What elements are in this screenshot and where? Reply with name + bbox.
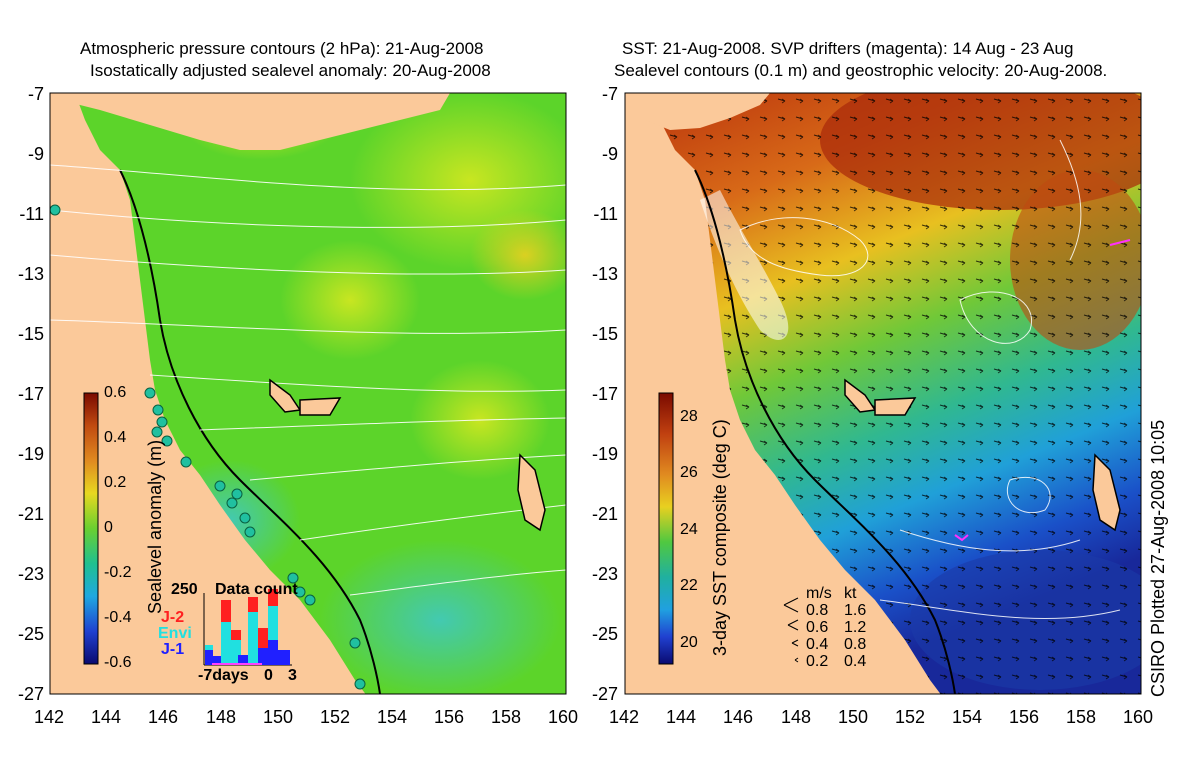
left-png-land: [50, 93, 450, 150]
data-count-chart: [203, 589, 292, 666]
right-colorbar: [658, 392, 674, 665]
right-colorbar-label: 3-day SST composite (deg C): [710, 419, 730, 656]
right-map: [625, 93, 1141, 694]
legend-j2: J-2: [161, 609, 185, 626]
left-title-line2: Isostatically adjusted sealevel anomaly:…: [90, 61, 491, 80]
right-png-land: [625, 93, 770, 130]
data-count-xtick-3: 3: [288, 667, 297, 684]
left-colorbar: [83, 392, 99, 665]
data-count-ymax: 250: [171, 581, 198, 598]
plot-credit: CSIRO Plotted 27-Aug-2008 10:05: [1148, 419, 1168, 697]
velocity-legend-arrows: [783, 597, 799, 663]
left-map: [50, 93, 566, 694]
left-australia-land: [50, 93, 366, 694]
velocity-legend: m/s kt 0.8 1.6 0.6 1.2 0.4 0.8 0.2 0.4: [806, 585, 867, 670]
left-colorbar-ticks: 0.6 0.4 0.2 0 -0.2 -0.4 -0.6: [104, 384, 132, 671]
right-australia-land: [625, 93, 941, 694]
legend-envi: Envi: [158, 625, 192, 642]
right-title-line1: SST: 21-Aug-2008. SVP drifters (magenta)…: [622, 39, 1074, 58]
data-count-bars: [205, 589, 290, 665]
left-colorbar-label: Sealevel anomaly (m): [145, 439, 165, 614]
data-count-title: Data count: [215, 581, 298, 598]
left-x-axis: 142 144 146 148 150 152 154 156 158 160: [34, 707, 579, 727]
legend-j1: J-1: [161, 641, 185, 658]
right-x-axis: 142 144 146 148 150 152 154 156 158 160: [609, 707, 1154, 727]
left-title-line1: Atmospheric pressure contours (2 hPa): 2…: [80, 39, 484, 58]
data-count-xtick-0: 0: [264, 667, 273, 684]
right-title-line2: Sealevel contours (0.1 m) and geostrophi…: [614, 61, 1108, 80]
data-count-xtick-days: -7days: [198, 667, 249, 684]
right-colorbar-ticks: 28 26 24 22 20: [680, 408, 698, 651]
